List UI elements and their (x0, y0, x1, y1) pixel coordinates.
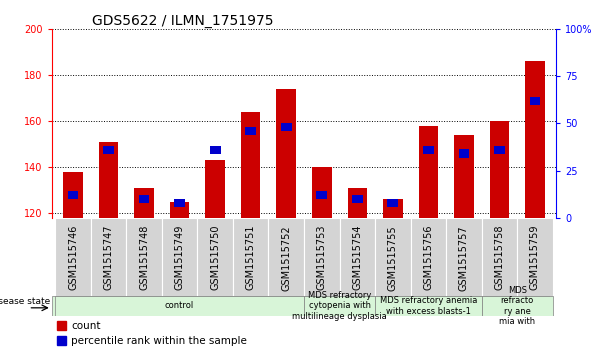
Bar (454, 135, 474, 218)
Bar (103, 146, 114, 154)
FancyBboxPatch shape (410, 218, 446, 298)
Bar (352, 195, 363, 203)
FancyBboxPatch shape (269, 218, 304, 298)
Bar (423, 146, 434, 154)
FancyBboxPatch shape (91, 218, 126, 298)
FancyBboxPatch shape (162, 218, 198, 298)
FancyBboxPatch shape (482, 296, 553, 316)
FancyBboxPatch shape (233, 218, 269, 298)
FancyBboxPatch shape (446, 218, 482, 298)
Text: GSM1515754: GSM1515754 (352, 225, 362, 290)
Bar (245, 127, 256, 135)
Bar (98, 142, 119, 218)
FancyBboxPatch shape (517, 218, 553, 298)
Text: GSM1515748: GSM1515748 (139, 225, 149, 290)
Bar (383, 199, 402, 218)
Text: control: control (165, 301, 194, 310)
Bar (312, 167, 331, 218)
FancyBboxPatch shape (55, 296, 304, 316)
Bar (174, 199, 185, 207)
Bar (419, 126, 438, 218)
FancyBboxPatch shape (198, 218, 233, 298)
FancyBboxPatch shape (375, 218, 410, 298)
FancyBboxPatch shape (375, 296, 482, 316)
Legend: count, percentile rank within the sample: count, percentile rank within the sample (57, 321, 247, 346)
Bar (210, 146, 221, 154)
Bar (316, 191, 327, 199)
Text: GSM1515752: GSM1515752 (282, 225, 291, 290)
Bar (277, 89, 296, 218)
Bar (241, 112, 260, 218)
Bar (494, 146, 505, 154)
Text: GSM1515751: GSM1515751 (246, 225, 256, 290)
Text: GSM1515746: GSM1515746 (68, 225, 78, 290)
Text: disease state: disease state (0, 297, 50, 306)
Bar (281, 123, 292, 131)
Text: GSM1515753: GSM1515753 (317, 225, 326, 290)
Bar (134, 188, 154, 218)
Text: GSM1515747: GSM1515747 (103, 225, 114, 290)
FancyBboxPatch shape (52, 296, 549, 316)
Bar (530, 97, 541, 105)
Bar (206, 160, 225, 218)
Text: GDS5622 / ILMN_1751975: GDS5622 / ILMN_1751975 (92, 14, 274, 28)
Text: GSM1515755: GSM1515755 (388, 225, 398, 290)
FancyBboxPatch shape (55, 218, 91, 298)
FancyBboxPatch shape (339, 218, 375, 298)
Text: GSM1515756: GSM1515756 (423, 225, 434, 290)
Text: GSM1515759: GSM1515759 (530, 225, 540, 290)
Text: GSM1515757: GSM1515757 (459, 225, 469, 290)
Bar (458, 150, 469, 158)
FancyBboxPatch shape (482, 218, 517, 298)
Bar (348, 188, 367, 218)
Bar (525, 61, 545, 218)
Text: GSM1515750: GSM1515750 (210, 225, 220, 290)
Text: MDS
refracto
ry ane
mia with: MDS refracto ry ane mia with (499, 286, 535, 326)
Text: GSM1515758: GSM1515758 (494, 225, 505, 290)
Bar (387, 199, 398, 207)
Bar (63, 172, 83, 218)
Bar (67, 191, 78, 199)
Bar (170, 202, 189, 218)
Text: MDS refractory anemia
with excess blasts-1: MDS refractory anemia with excess blasts… (379, 296, 477, 315)
FancyBboxPatch shape (304, 218, 339, 298)
Bar (139, 195, 150, 203)
Bar (489, 121, 510, 218)
Text: MDS refractory
cytopenia with
multilineage dysplasia: MDS refractory cytopenia with multilinea… (292, 291, 387, 321)
Text: GSM1515749: GSM1515749 (174, 225, 185, 290)
FancyBboxPatch shape (304, 296, 375, 316)
FancyBboxPatch shape (126, 218, 162, 298)
